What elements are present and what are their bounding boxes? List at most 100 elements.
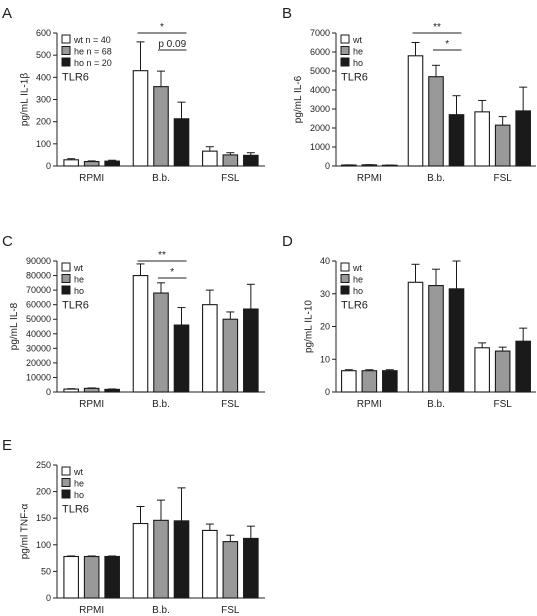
y-tick-label: 10000 bbox=[26, 372, 51, 382]
bar-ho-2 bbox=[515, 340, 531, 393]
panel-E: E 0 50 100 150 200 250 pg/ml TNF-α RPMI B.b. FSL wt… bbox=[2, 437, 265, 616]
x-tick-label: FSL bbox=[221, 173, 240, 184]
y-tick-label: 600 bbox=[36, 28, 51, 38]
legend-swatch-he bbox=[340, 46, 350, 55]
bar-he-2 bbox=[222, 541, 239, 599]
bar-ho-1 bbox=[448, 288, 465, 393]
bar-wt-2 bbox=[474, 111, 490, 167]
y-tick-label: 2000 bbox=[310, 123, 330, 133]
y-axis-title: pg/mL IL-1β bbox=[19, 73, 30, 126]
bar-he-2 bbox=[222, 318, 239, 393]
panel-annotation: TLR6 bbox=[62, 504, 89, 516]
bar-ho-2 bbox=[243, 537, 259, 599]
panel-label: A bbox=[2, 5, 12, 22]
x-tick-label: RPMI bbox=[79, 399, 104, 410]
x-tick-label: B.b. bbox=[152, 399, 170, 410]
legend-swatch-wt bbox=[340, 262, 350, 272]
bar-wt-2 bbox=[202, 304, 218, 393]
y-tick-label: 0 bbox=[46, 387, 51, 397]
y-tick-label: 70000 bbox=[26, 285, 51, 295]
bar-wt-1 bbox=[132, 275, 149, 393]
y-tick-label: 4000 bbox=[310, 85, 330, 95]
panel-annotation: TLR6 bbox=[341, 72, 368, 84]
legend-label-ho: ho bbox=[353, 58, 363, 68]
bar-ho-1 bbox=[448, 114, 465, 167]
bar-wt-2 bbox=[474, 347, 490, 393]
bar-he-1 bbox=[153, 519, 169, 599]
panel-label: E bbox=[2, 437, 12, 454]
legend-swatch-he bbox=[61, 46, 71, 55]
bar-he-0 bbox=[83, 387, 100, 393]
y-tick-label: 150 bbox=[36, 513, 51, 523]
x-tick-label: FSL bbox=[493, 173, 512, 184]
panel-A: A 0 100 200 300 400 500 600 pg/mL IL-1β RPMI B.b. F… bbox=[2, 5, 265, 184]
bar-he-0 bbox=[83, 555, 100, 599]
legend-label-wt: wt n = 40 bbox=[73, 35, 111, 45]
x-tick-label: RPMI bbox=[357, 173, 382, 184]
x-tick-label: FSL bbox=[221, 605, 240, 616]
panel-C: C 0 10000 20000 30000 40000 50000 60000 70000 800… bbox=[2, 233, 265, 410]
legend-label-ho: ho bbox=[74, 286, 84, 296]
bar-wt-1 bbox=[132, 522, 149, 599]
bar-he-0 bbox=[83, 161, 100, 167]
panel-label: B bbox=[282, 5, 292, 22]
legend-label-ho: ho bbox=[353, 286, 363, 296]
bar-wt-0 bbox=[63, 555, 79, 599]
legend-label-ho: ho n = 20 bbox=[74, 58, 112, 68]
x-tick-label: B.b. bbox=[152, 605, 170, 616]
bar-ho-2 bbox=[515, 110, 531, 167]
legend-label-wt: wt bbox=[73, 263, 83, 273]
bar-ho-2 bbox=[243, 154, 259, 167]
bar-he-0 bbox=[361, 370, 378, 393]
bar-ho-0 bbox=[104, 388, 120, 393]
x-tick-label: B.b. bbox=[152, 173, 170, 184]
y-tick-label: 6000 bbox=[310, 47, 330, 57]
legend-swatch-ho bbox=[61, 285, 71, 295]
y-tick-label: 5000 bbox=[310, 66, 330, 76]
bar-ho-2 bbox=[243, 308, 259, 393]
y-tick-label: 300 bbox=[36, 95, 51, 105]
y-tick-label: 500 bbox=[36, 50, 51, 60]
y-axis-title: pg/mL IL-10 bbox=[304, 300, 315, 353]
legend-swatch-ho bbox=[340, 285, 350, 295]
legend-swatch-wt bbox=[61, 262, 71, 272]
y-tick-label: 0 bbox=[325, 161, 330, 171]
bar-wt-1 bbox=[407, 55, 424, 167]
y-tick-label: 0 bbox=[46, 161, 51, 171]
bar-ho-0 bbox=[382, 370, 398, 393]
bar-he-1 bbox=[428, 285, 444, 393]
bar-wt-0 bbox=[341, 370, 357, 393]
bar-wt-0 bbox=[63, 159, 79, 167]
x-tick-label: B.b. bbox=[427, 399, 445, 410]
panel-label: D bbox=[282, 233, 293, 250]
y-tick-label: 0 bbox=[325, 387, 330, 397]
legend-label-ho: ho bbox=[74, 490, 84, 500]
y-tick-label: 0 bbox=[46, 593, 51, 603]
bar-ho-0 bbox=[104, 160, 120, 167]
bar-he-2 bbox=[494, 124, 511, 167]
legend-label-he: he n = 68 bbox=[74, 47, 112, 57]
bar-ho-1 bbox=[173, 118, 190, 167]
legend-label-he: he bbox=[74, 275, 84, 285]
y-tick-label: 40 bbox=[320, 256, 330, 266]
significance-label: * bbox=[170, 267, 174, 278]
y-tick-label: 400 bbox=[36, 72, 51, 82]
y-tick-label: 100 bbox=[36, 540, 51, 550]
significance-label: ** bbox=[433, 22, 441, 33]
legend-swatch-wt bbox=[61, 466, 71, 476]
x-tick-label: B.b. bbox=[427, 173, 445, 184]
y-tick-label: 250 bbox=[36, 460, 51, 470]
legend-label-he: he bbox=[353, 47, 363, 57]
panel-annotation: TLR6 bbox=[341, 300, 368, 312]
y-tick-label: 200 bbox=[36, 487, 51, 497]
bar-he-2 bbox=[222, 154, 239, 167]
panel-label: C bbox=[2, 233, 13, 250]
bar-ho-1 bbox=[173, 324, 190, 393]
legend-label-he: he bbox=[353, 275, 363, 285]
y-tick-label: 40000 bbox=[26, 329, 51, 339]
legend-swatch-wt bbox=[340, 34, 350, 44]
y-tick-label: 20 bbox=[320, 322, 330, 332]
y-axis-title: pg/ml TNF-α bbox=[19, 503, 30, 559]
